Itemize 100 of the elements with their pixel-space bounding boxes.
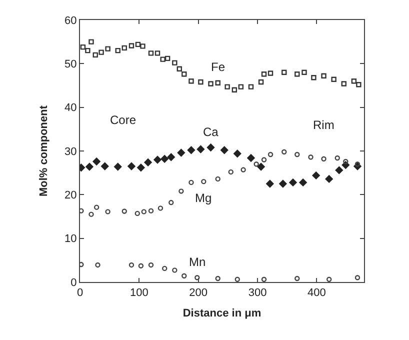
point [334,155,340,161]
point [194,275,200,280]
point [196,145,205,154]
point [114,162,122,171]
point [234,150,242,158]
point [247,154,255,162]
x-tick-label: 100 [130,287,148,300]
series-label: Fe [211,60,226,74]
point [88,39,94,44]
point [188,180,194,186]
point [101,162,109,170]
annotation: Core [110,113,136,127]
x-axis-title: Distance in μm [182,307,262,320]
point [92,52,98,58]
point [208,81,214,86]
point [326,276,332,282]
point [95,262,100,268]
point [224,84,230,90]
point [176,66,182,72]
point [144,158,152,166]
point [148,50,154,56]
x-tick-label: 200 [189,287,208,300]
point [261,157,267,162]
point [187,146,196,154]
point [258,79,264,85]
y-axis-title: Mol% component [38,105,50,197]
point [257,162,265,171]
point [98,50,104,55]
point [228,169,234,175]
point [115,48,120,54]
point [141,209,146,214]
point [266,180,274,188]
point [154,156,162,164]
point [240,167,246,172]
point [354,162,360,167]
point [321,73,326,78]
point [135,42,141,48]
point [299,178,307,186]
x-tick-label: 300 [248,287,267,300]
point [232,87,238,92]
point [331,76,336,82]
point [289,178,297,186]
point [294,152,300,158]
series-label: Ca [203,125,219,139]
point [182,72,187,77]
point [294,72,300,77]
point [168,200,174,206]
point [220,146,228,154]
point [341,81,346,86]
point [154,50,160,56]
point [312,172,320,180]
y-tick-label: 50 [64,58,77,71]
point [215,80,220,86]
point [86,162,94,171]
point [321,156,326,162]
point [343,158,348,164]
point [164,56,170,62]
point [85,48,90,54]
point [178,188,184,194]
point [148,208,154,214]
series-label: Mn [189,255,206,269]
point [92,158,100,166]
point [122,45,127,51]
point [354,275,360,280]
y-tick-label: 30 [64,146,77,158]
point [138,263,144,268]
point [308,154,314,160]
point [177,148,186,157]
point [88,212,94,217]
point [351,78,357,84]
point [234,276,240,282]
point [172,268,178,273]
point [282,149,287,154]
point [254,162,259,167]
y-tick-label: 40 [64,102,77,114]
point [335,166,343,174]
point [282,70,287,75]
point [248,84,254,90]
point [134,210,140,216]
point [105,46,110,52]
point [215,176,220,182]
point [302,70,307,75]
point [128,162,136,170]
point [128,43,134,48]
point [325,175,333,183]
point [148,262,154,268]
point [162,266,168,272]
point [268,152,274,158]
point [158,206,164,211]
point [215,276,220,282]
point [137,164,145,172]
point [198,79,204,85]
point [188,78,194,84]
point [80,44,86,50]
point [182,273,187,278]
point [160,56,166,62]
point [94,204,100,210]
point [279,180,287,188]
point [160,155,168,163]
x-tick-label: 400 [307,287,326,300]
